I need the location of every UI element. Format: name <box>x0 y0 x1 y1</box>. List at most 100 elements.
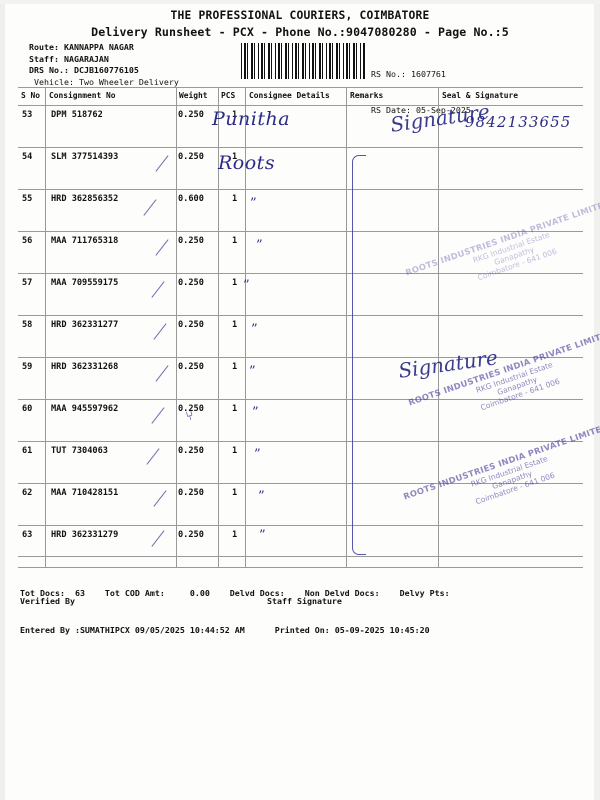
cell-weight: 0.250 <box>178 236 204 246</box>
cell-pcs: 1 <box>232 404 238 414</box>
cell-weight: 0.600 <box>178 194 204 204</box>
cell-consignment-no: TUT 7304063 <box>51 446 108 456</box>
company-title: THE PROFESSIONAL COURIERS, COIMBATORE <box>170 9 430 22</box>
totals-line: Tot Docs: 63 Tot COD Amt: 0.00 Delvd Doc… <box>20 587 450 598</box>
consignment-table: S No Consignment No Weight PCS Consignee Det… <box>18 87 583 568</box>
table-hrule <box>18 567 583 568</box>
cell-sno: 62 <box>22 488 33 498</box>
cell-consignment-no: SLM 377514393 <box>51 152 119 162</box>
cell-pcs: 1 <box>232 488 238 498</box>
table-hrule <box>18 525 583 526</box>
cell-weight: 0.250 <box>178 110 204 120</box>
cell-weight: 0.250 <box>178 404 204 414</box>
column-header: S No <box>21 91 41 100</box>
table-hrule <box>18 315 583 316</box>
cell-pcs: 1 <box>232 320 238 330</box>
vehicle-label: Vehicle: Two Wheeler Delivery <box>29 76 179 87</box>
staff-signature-label: Staff Signature <box>267 596 342 606</box>
table-hrule <box>18 147 583 148</box>
cell-weight: 0.250 <box>178 488 204 498</box>
table-hrule <box>18 357 583 358</box>
cell-consignment-no: DPM 518762 <box>51 110 103 120</box>
cell-sno: 61 <box>22 446 33 456</box>
cell-consignment-no: HRD 362331277 <box>51 320 119 330</box>
cell-consignment-no: HRD 362331279 <box>51 530 119 540</box>
cell-weight: 0.250 <box>178 362 204 372</box>
table-hrule <box>18 189 583 190</box>
table-hrule <box>18 105 583 106</box>
runsheet-meta-right: RS No.: 1607761 RS Date: 05-Sep-2025 <box>371 44 471 140</box>
column-header: Seal & Signature <box>442 91 519 100</box>
staff-label: Staff: NAGARAJAN <box>29 53 109 64</box>
cell-pcs: 1 <box>232 236 238 246</box>
cell-sno: 56 <box>22 236 33 246</box>
scan-edge-right <box>594 0 600 800</box>
ditto-mark-58: ” <box>251 322 258 337</box>
handwriting-consignee-53: Punitha <box>212 108 291 130</box>
cell-weight: 0.250 <box>178 320 204 330</box>
entered-line: Entered By :SUMATHIPCX 09/05/2025 10:44:… <box>20 625 430 636</box>
barcode-icon <box>241 43 366 79</box>
cell-sno: 60 <box>22 404 33 414</box>
column-header: Consignee Details <box>249 91 330 100</box>
cell-sno: 59 <box>22 362 33 372</box>
same-as-above-bracket <box>352 155 366 555</box>
cell-pcs: 1 <box>232 194 238 204</box>
cell-sno: 57 <box>22 278 33 288</box>
cell-weight: 0.250 <box>178 530 204 540</box>
cell-weight: 0.250 <box>178 446 204 456</box>
cell-pcs: 1 <box>232 446 238 456</box>
table-hrule <box>18 483 583 484</box>
cell-weight: 0.250 <box>178 152 204 162</box>
column-header: Consignment No <box>49 91 116 100</box>
ditto-mark-61: ” <box>254 447 261 462</box>
column-header: Remarks <box>350 91 384 100</box>
cell-consignment-no: HRD 362331268 <box>51 362 119 372</box>
cell-consignment-no: MAA 710428151 <box>51 488 119 498</box>
cell-pcs: 1 <box>232 278 238 288</box>
runsheet-meta-left: Route: KANNAPPA NAGAR Staff: NAGARAJAN D… <box>29 42 179 88</box>
handwriting-consignee-54: Roots <box>218 152 276 174</box>
footer-totals: Tot Docs: 63 Tot COD Amt: 0.00 Delvd Doc… <box>20 562 450 661</box>
rs-date-label: RS Date: 05-Sep-2025 <box>371 105 471 115</box>
scan-edge-top <box>0 0 600 4</box>
cell-consignment-no: MAA 709559175 <box>51 278 119 288</box>
table-vrule <box>438 87 439 567</box>
cell-pcs: 1 <box>232 530 238 540</box>
cell-sno: 53 <box>22 110 33 120</box>
table-vrule <box>218 87 219 567</box>
table-vrule <box>346 87 347 567</box>
scan-edge-left <box>0 0 5 800</box>
table-hrule <box>18 399 583 400</box>
table-hrule <box>18 441 583 442</box>
footer-divider <box>18 556 583 557</box>
ditto-mark-63: ” <box>259 528 266 543</box>
table-vrule <box>176 87 177 567</box>
rs-no-label: RS No.: 1607761 <box>371 69 446 79</box>
cell-weight: 0.250 <box>178 278 204 288</box>
drs-no-label: DRS No.: DCJB160776105 <box>29 65 139 76</box>
ditto-mark-59: ” <box>249 364 256 379</box>
verified-by-label: Verified By <box>20 596 75 606</box>
cell-pcs: 1 <box>232 110 238 120</box>
column-header: PCS <box>221 91 236 100</box>
ditto-mark-60: ” <box>252 405 259 420</box>
cell-sno: 63 <box>22 530 33 540</box>
ditto-mark-57: ” <box>243 278 250 293</box>
table-hrule <box>18 87 583 88</box>
cell-consignment-no: HRD 362856352 <box>51 194 119 204</box>
cell-consignment-no: MAA 945597962 <box>51 404 119 414</box>
column-header: Weight <box>179 91 208 100</box>
table-hrule <box>18 273 583 274</box>
cell-sno: 54 <box>22 152 33 162</box>
ditto-mark-55: ” <box>250 196 257 211</box>
table-hrule <box>18 231 583 232</box>
ditto-mark-62: ” <box>258 489 265 504</box>
table-vrule <box>245 87 246 567</box>
ditto-mark-56: ” <box>256 238 263 253</box>
handwritten-phone-number: 9842133655 <box>465 113 572 131</box>
page-title: Delivery Runsheet - PCX - Phone No.:9047… <box>91 25 509 39</box>
route-label: Route: KANNAPPA NAGAR <box>29 42 134 52</box>
cell-consignment-no: MAA 711765318 <box>51 236 119 246</box>
